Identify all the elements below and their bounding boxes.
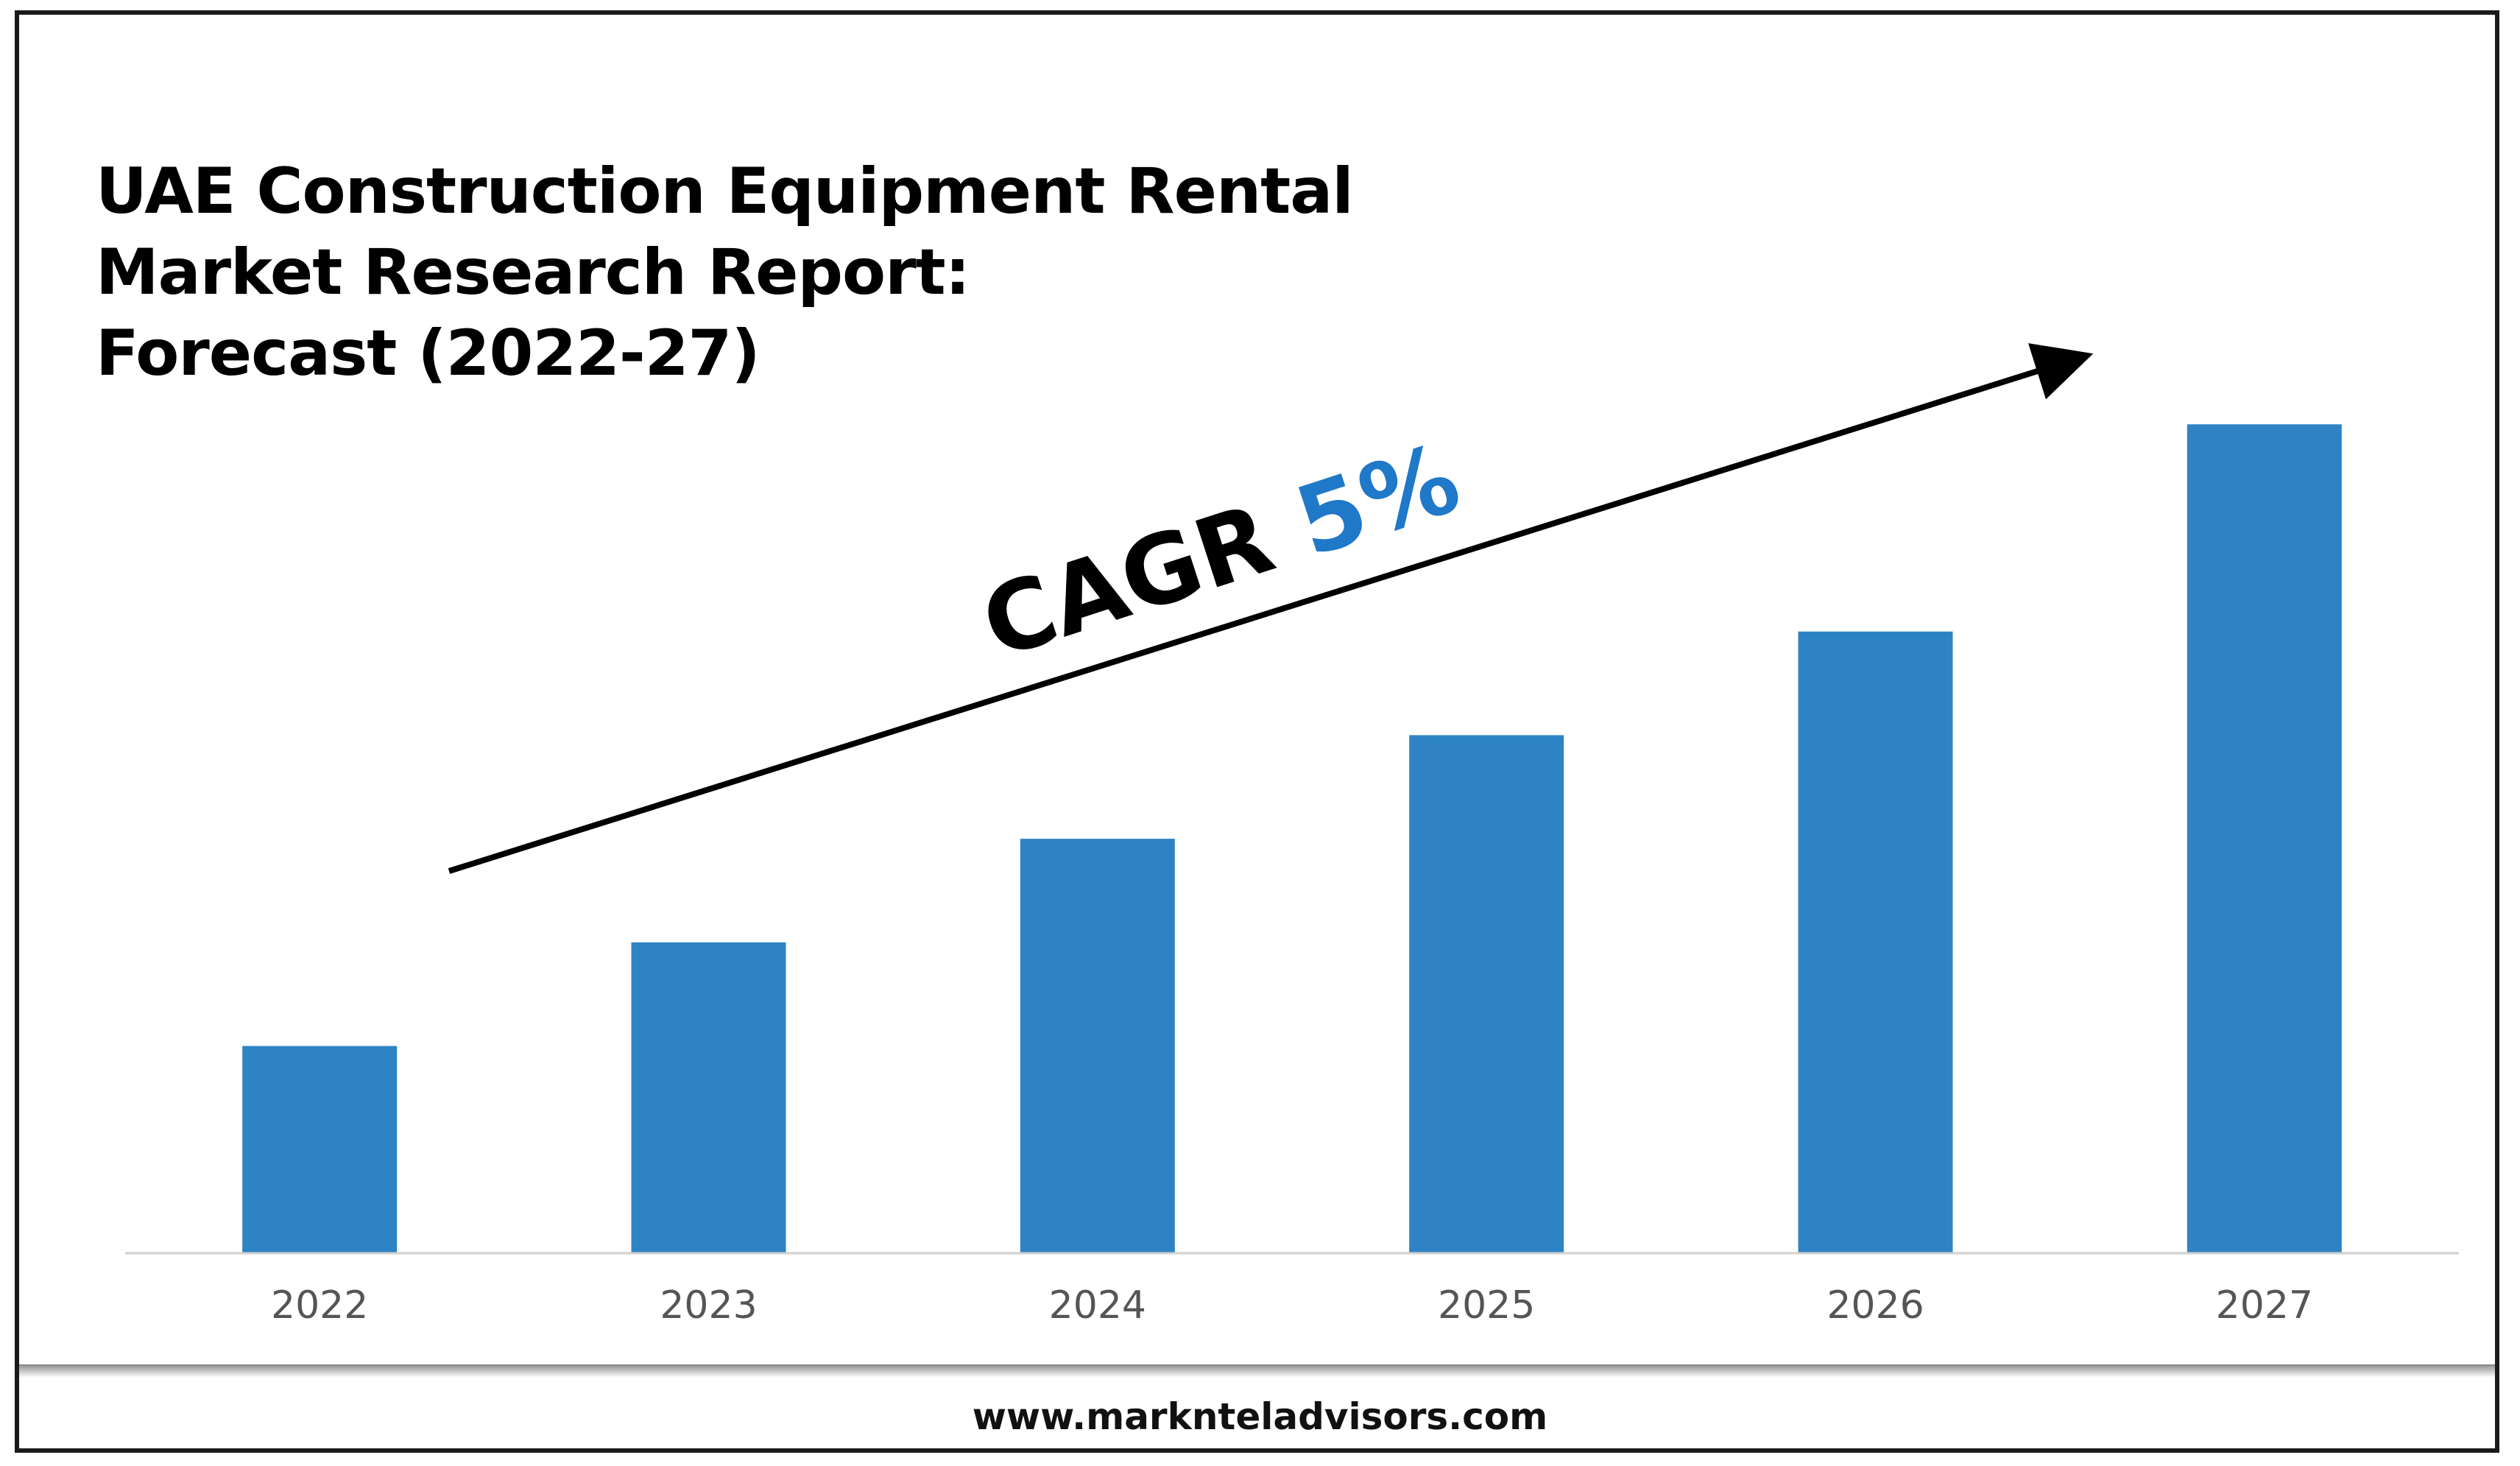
trend-arrow: [448, 343, 2094, 874]
bar-2023: [631, 942, 786, 1253]
bar-2027: [2187, 424, 2342, 1254]
bar-2022: [242, 1046, 398, 1253]
x-tick-label-2025: 2025: [1438, 1283, 1535, 1328]
footer-shadow: [19, 1366, 2495, 1378]
x-tick-label-2027: 2027: [2216, 1283, 2313, 1328]
website-url: www.marknteladvisors.com: [972, 1395, 1548, 1438]
chart-frame: [15, 10, 2499, 1453]
x-tick-label-2026: 2026: [1827, 1283, 1924, 1328]
chart-title: UAE Construction Equipment Rental Market…: [96, 151, 1354, 394]
bar-series: [242, 424, 2342, 1254]
bar-2025: [1409, 735, 1564, 1253]
bar-2024: [1020, 839, 1175, 1253]
bar-2026: [1798, 631, 1953, 1253]
x-axis-tick-labels: 2022 2023 2024 2025 2026 2027: [271, 1283, 2313, 1328]
title-line-1: UAE Construction Equipment Rental: [96, 155, 1354, 228]
x-tick-label-2022: 2022: [271, 1283, 368, 1328]
title-line-3: Forecast (2022-27): [96, 317, 760, 390]
title-line-2: Market Research Report:: [96, 236, 970, 309]
x-tick-label-2023: 2023: [660, 1283, 757, 1328]
x-tick-label-2024: 2024: [1049, 1283, 1146, 1328]
